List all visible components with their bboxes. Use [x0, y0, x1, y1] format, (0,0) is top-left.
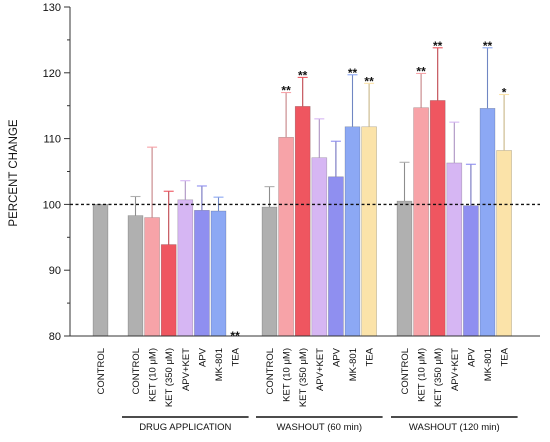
axes-layer: 80 90 100 110 120 130	[43, 2, 540, 343]
bar	[396, 200, 413, 337]
bar	[210, 210, 227, 337]
bar	[479, 108, 496, 337]
category-label: APV+KET	[315, 348, 326, 391]
significance-marker: **	[433, 39, 443, 53]
category-label: KET (10 μM)	[282, 348, 293, 402]
y-axis-title: PERCENT CHANGE	[8, 119, 20, 226]
bar	[344, 126, 361, 337]
category-label: CONTROL	[400, 348, 411, 394]
category-label: KET (10 μM)	[417, 348, 428, 402]
significance-marker: **	[230, 329, 240, 343]
significance-marker: **	[298, 68, 308, 82]
bar	[261, 206, 278, 337]
group-label: WASHOUT (120 min)	[409, 422, 500, 433]
category-label: MK-801	[214, 348, 225, 381]
bar	[177, 199, 194, 337]
bar	[496, 150, 512, 337]
significance-marker: *	[502, 86, 507, 100]
category-label: CONTROL	[131, 348, 142, 394]
bar	[160, 244, 177, 337]
category-label: TEA	[231, 347, 242, 366]
bar	[328, 176, 344, 337]
group-label: DRUG APPLICATION	[139, 422, 231, 433]
y-tick-label: 90	[49, 265, 61, 277]
bars-layer	[92, 47, 512, 337]
category-label: APV	[331, 347, 342, 367]
y-tick-label: 100	[43, 199, 61, 211]
category-label: KET (350 μM)	[433, 348, 444, 407]
category-label: APV+KET	[181, 348, 192, 391]
significance-marker: **	[364, 74, 374, 88]
category-label: TEA	[500, 347, 511, 366]
bar	[413, 107, 429, 337]
labels-layer: CONTROL CONTROL KET (10 μM) KET (350 μM) APV…	[70, 39, 540, 433]
category-label: MK-801	[348, 348, 359, 381]
bar	[361, 126, 377, 337]
bar	[294, 106, 311, 337]
bar	[278, 136, 294, 337]
category-label: APV	[197, 347, 208, 367]
group-label: WASHOUT (60 min)	[277, 422, 363, 433]
bar	[92, 204, 109, 337]
category-label: APV	[466, 347, 477, 367]
significance-marker: **	[348, 66, 358, 80]
significance-marker: **	[483, 39, 493, 53]
significance-marker: **	[416, 64, 426, 78]
y-tick-label: 80	[49, 331, 61, 343]
category-label: CONTROL	[96, 348, 107, 394]
category-label: CONTROL	[265, 348, 276, 394]
category-label: TEA	[365, 347, 376, 366]
y-tick-label: 110	[43, 134, 61, 146]
bar	[194, 210, 210, 337]
category-label: MK-801	[483, 348, 494, 381]
bar	[311, 157, 328, 337]
bar	[446, 162, 463, 337]
category-label: KET (350 μM)	[298, 348, 309, 407]
significance-marker: **	[281, 84, 291, 98]
bar	[429, 100, 446, 337]
y-tick-label: 120	[43, 68, 61, 80]
bar	[144, 217, 160, 337]
category-label: APV+KET	[450, 348, 461, 391]
bar	[463, 205, 479, 337]
category-label: KET (10 μM)	[148, 348, 159, 402]
y-tick-label: 130	[43, 2, 61, 14]
bar	[127, 215, 144, 337]
category-label: KET (350 μM)	[164, 348, 175, 407]
